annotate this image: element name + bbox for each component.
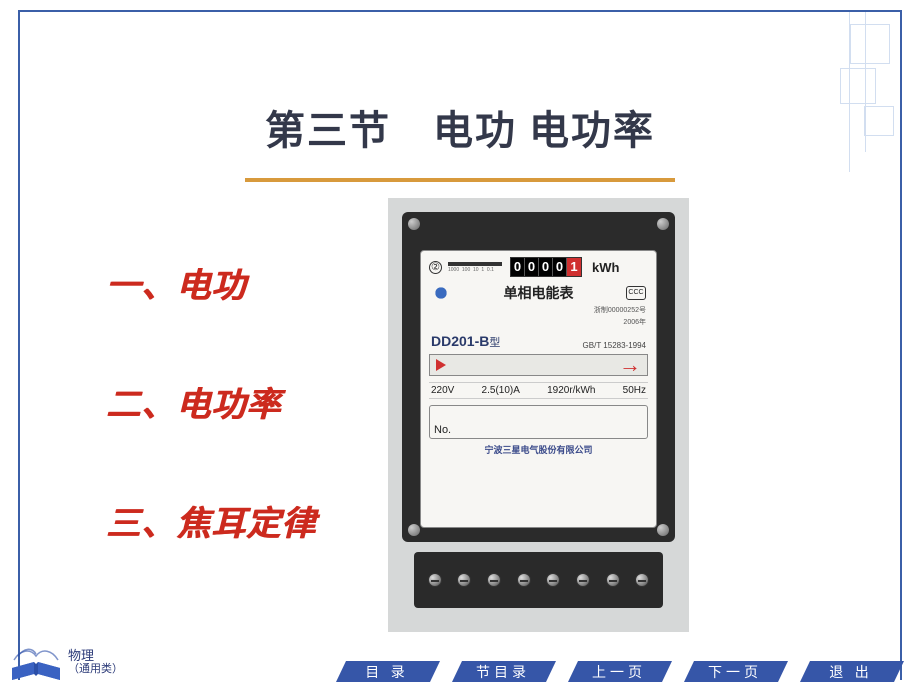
meter-counter: 00001 (510, 257, 582, 277)
meter-model: DD201-B型 (431, 333, 500, 350)
spec-freq: 50Hz (623, 385, 646, 396)
nav-prev[interactable]: 上一页 (578, 661, 660, 682)
slide-title: 第三节 电功 电功率 (0, 98, 920, 156)
meter-terminal-block (414, 552, 663, 608)
footer-logo: 物理 （通用类） (8, 640, 123, 684)
meter-faceplate: ② 1000 100 10 1 0.1 00001 kWh 单相电能表 CCC … (420, 250, 657, 528)
counter-digit: 0 (539, 258, 553, 276)
counter-digit: 0 (553, 258, 567, 276)
counter-digit: 1 (567, 258, 581, 276)
meter-name: 单相电能表 (504, 283, 574, 303)
nav-section-contents[interactable]: 节目录 (462, 661, 544, 682)
meter-standard: GB/T 15283-1994 (583, 341, 646, 350)
toc-item-3[interactable]: 三、焦耳定律 (106, 496, 316, 545)
title-underline (245, 178, 675, 182)
disc-marker-left (436, 359, 446, 371)
meter-permit: 浙制00000252号 (594, 305, 646, 315)
nav-next[interactable]: 下一页 (694, 661, 776, 682)
toc-list: 一、电功 二、电功率 三、焦耳定律 (106, 258, 316, 615)
nav-exit[interactable]: 退 出 (810, 661, 892, 682)
electricity-meter-image: ② 1000 100 10 1 0.1 00001 kWh 单相电能表 CCC … (388, 198, 689, 632)
toc-item-2[interactable]: 二、电功率 (106, 377, 316, 426)
meter-unit: kWh (592, 260, 619, 275)
slide-title-area: 第三节 电功 电功率 (0, 98, 920, 182)
disc-arrow-right: → (619, 354, 641, 376)
spec-voltage: 220V (431, 385, 454, 396)
meter-year: 2006年 (623, 317, 646, 327)
ccc-mark: CCC (626, 286, 646, 300)
toc-item-1[interactable]: 一、电功 (106, 258, 316, 307)
meter-brand-logo (431, 283, 451, 303)
spec-constant: 1920r/kWh (547, 385, 595, 396)
logo-text: 物理 （通用类） (68, 648, 123, 677)
counter-digit: 0 (525, 258, 539, 276)
nav-contents[interactable]: 目 录 (346, 661, 428, 682)
meter-disc-window: → (429, 354, 648, 376)
meter-specs: 220V 2.5(10)A 1920r/kWh 50Hz (429, 382, 648, 399)
meter-circle-number: ② (429, 261, 442, 274)
meter-scale-markings: 1000 100 10 1 0.1 (448, 262, 502, 273)
meter-serial-box: No. (429, 405, 648, 439)
meter-manufacturer: 宁波三星电气股份有限公司 (429, 443, 648, 456)
nav-bar: 目 录 节目录 上一页 下一页 退 出 (346, 661, 892, 682)
spec-accuracy: 2.5(10)A (482, 385, 520, 396)
counter-digit: 0 (511, 258, 525, 276)
book-icon (8, 640, 64, 684)
